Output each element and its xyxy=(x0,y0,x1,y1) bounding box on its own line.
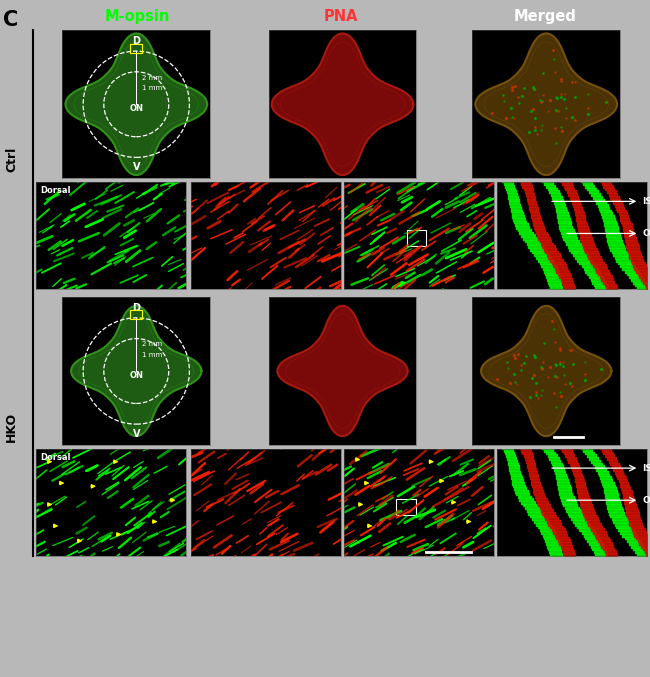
Text: Merged: Merged xyxy=(514,9,577,24)
Bar xyxy=(407,230,426,246)
Polygon shape xyxy=(278,306,408,436)
Text: D: D xyxy=(133,303,140,313)
Text: V: V xyxy=(133,429,140,439)
Text: Dorsal: Dorsal xyxy=(40,186,71,196)
Text: ON: ON xyxy=(129,104,143,113)
Text: OS: OS xyxy=(642,496,650,504)
Text: 2 mm: 2 mm xyxy=(142,341,162,347)
Polygon shape xyxy=(481,306,612,436)
Polygon shape xyxy=(475,33,617,175)
Text: IS: IS xyxy=(642,464,650,473)
Text: PNA: PNA xyxy=(324,9,359,24)
Text: V: V xyxy=(133,162,140,172)
Polygon shape xyxy=(272,33,413,175)
Text: 1 mm: 1 mm xyxy=(142,85,162,91)
Text: HKO: HKO xyxy=(5,412,18,441)
Bar xyxy=(396,499,416,515)
Text: IS: IS xyxy=(642,197,650,206)
Text: Ctrl: Ctrl xyxy=(5,147,18,173)
Text: Dorsal: Dorsal xyxy=(40,453,71,462)
Polygon shape xyxy=(66,33,207,175)
Text: 1 mm: 1 mm xyxy=(142,352,162,357)
Bar xyxy=(131,44,142,53)
Text: OS: OS xyxy=(642,229,650,238)
Text: D: D xyxy=(133,37,140,46)
Text: C: C xyxy=(3,10,18,30)
Polygon shape xyxy=(71,306,202,436)
Text: ON: ON xyxy=(129,371,143,380)
Bar xyxy=(131,311,142,320)
Text: 2 mm: 2 mm xyxy=(142,74,162,81)
Text: M-opsin: M-opsin xyxy=(105,9,170,24)
